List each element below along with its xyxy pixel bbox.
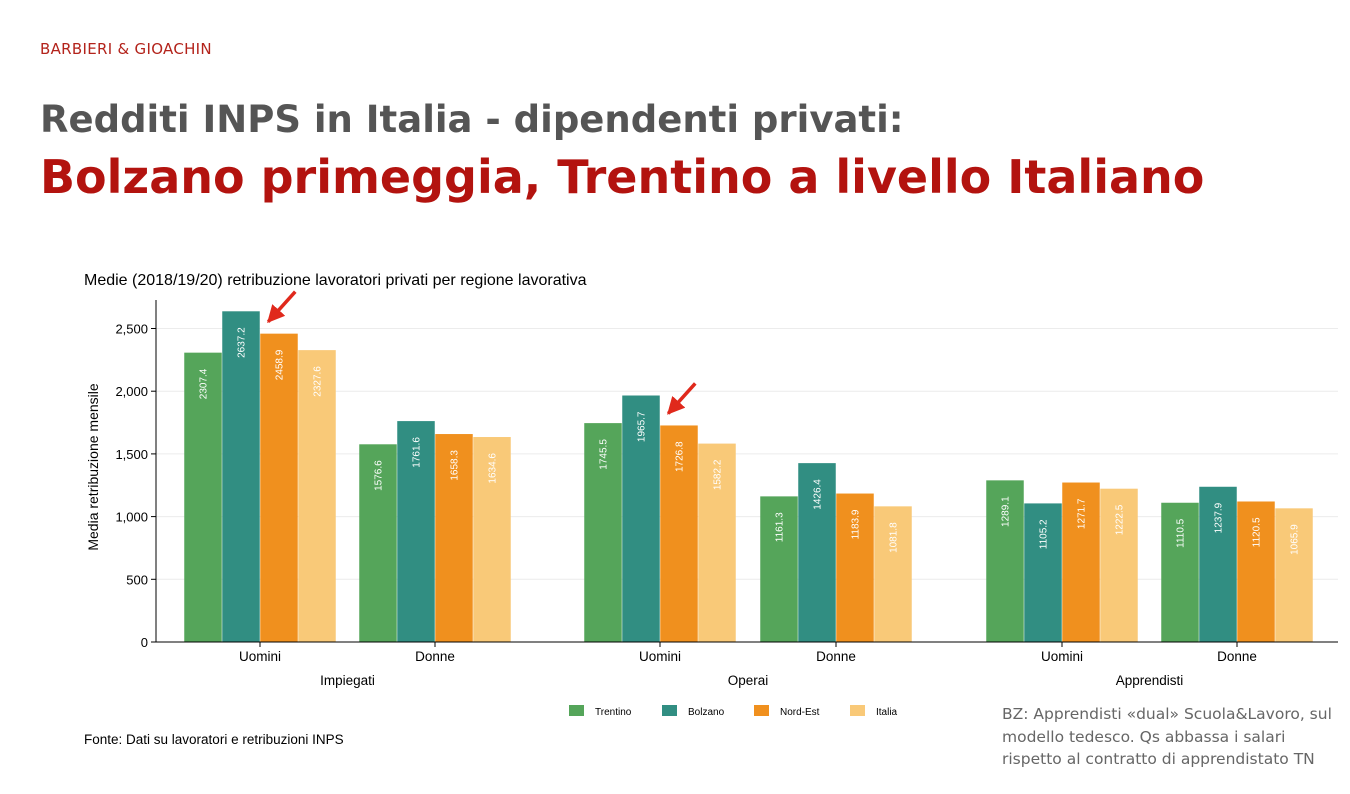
- bar-value-label: 1065.9: [1290, 524, 1301, 555]
- bar-value-label: 2327.6: [313, 366, 324, 397]
- bar-nord-est: [1062, 482, 1100, 642]
- x-tick-label: Donne: [816, 649, 856, 664]
- bar-value-label: 2458.9: [275, 349, 286, 380]
- y-axis-ticks: 0 500 1,000 1,500 2,000 2,500: [115, 300, 157, 650]
- bar-value-label: 2307.4: [199, 368, 210, 399]
- bar-bolzano: [798, 463, 836, 642]
- x-group-label: Apprendisti: [1116, 673, 1184, 688]
- bar-value-label: 1237.9: [1214, 502, 1225, 533]
- bar-trentino: [359, 444, 397, 642]
- legend-label: Trentino: [595, 707, 632, 718]
- legend-label: Nord-Est: [780, 707, 820, 718]
- bar-value-label: 1120.5: [1252, 517, 1263, 547]
- bar-value-label: 2637.2: [237, 327, 248, 358]
- y-tick-label: 2,500: [115, 322, 148, 337]
- legend-swatch: [662, 705, 677, 716]
- bars: [184, 311, 1313, 642]
- bar-trentino: [184, 352, 222, 642]
- side-note: BZ: Apprendisti «dual» Scuola&Lavoro, su…: [1002, 705, 1332, 768]
- y-tick-label: 1,500: [115, 447, 148, 462]
- bar-value-label: 1222.5: [1115, 504, 1126, 535]
- y-tick-label: 2,000: [115, 384, 148, 399]
- bar-italia: [298, 350, 336, 642]
- bar-value-label: 1582.2: [713, 459, 724, 490]
- x-tick-label: Donne: [415, 649, 455, 664]
- legend: Trentino Bolzano Nord-Est Italia: [569, 705, 898, 718]
- x-tick-label: Uomini: [639, 649, 681, 664]
- x-group-label: Operai: [728, 673, 769, 688]
- bar-value-label: 1289.1: [1001, 496, 1012, 527]
- gridlines: [156, 328, 1338, 580]
- bar-value-label: 1161.3: [775, 512, 786, 542]
- x-tick-label: Uomini: [1041, 649, 1083, 664]
- annotation-arrow: [266, 290, 297, 323]
- legend-swatch: [850, 705, 865, 716]
- bar-data-labels: 2307.4 1576.6 1745.5 1161.3 1289.1 1110.5 2637…: [199, 327, 1301, 555]
- y-tick-label: 0: [141, 635, 148, 650]
- bar-value-label: 1745.5: [599, 439, 610, 470]
- legend-swatch: [754, 705, 769, 716]
- bar-value-label: 1426.4: [813, 479, 824, 510]
- bar-trentino: [986, 480, 1024, 642]
- bar-value-label: 1965.7: [637, 411, 648, 442]
- bar-nord-est: [836, 493, 874, 642]
- brand-label: BARBIERI & GIOACHIN: [40, 40, 212, 58]
- bar-value-label: 1726.8: [675, 441, 686, 472]
- annotation-arrow: [666, 382, 697, 415]
- page-subtitle: Bolzano primeggia, Trentino a livello It…: [40, 150, 1205, 204]
- x-tick-label: Uomini: [239, 649, 281, 664]
- x-tick-label: Donne: [1217, 649, 1257, 664]
- legend-swatch: [569, 705, 584, 716]
- legend-label: Bolzano: [688, 707, 725, 718]
- y-tick-label: 1,000: [115, 510, 148, 525]
- bar-value-label: 1110.5: [1176, 518, 1187, 548]
- y-tick-label: 500: [126, 572, 148, 587]
- bar-nord-est: [1237, 501, 1275, 642]
- bar-value-label: 1081.8: [889, 522, 900, 553]
- bar-value-label: 1183.9: [851, 509, 862, 539]
- bar-trentino: [584, 423, 622, 642]
- y-axis-label: Media retribuzione mensile: [85, 383, 101, 551]
- bar-italia: [1100, 488, 1138, 642]
- bar-value-label: 1634.6: [488, 453, 499, 484]
- chart-title: Medie (2018/19/20) retribuzione lavorato…: [84, 272, 587, 289]
- bar-trentino: [1161, 502, 1199, 642]
- bar-bolzano: [222, 311, 260, 642]
- bar-italia: [1275, 508, 1313, 642]
- bar-bolzano: [1024, 503, 1062, 642]
- bar-italia: [698, 443, 736, 642]
- bar-nord-est: [260, 333, 298, 642]
- bar-nord-est: [660, 425, 698, 642]
- bar-value-label: 1105.2: [1039, 519, 1050, 549]
- legend-label: Italia: [876, 707, 898, 718]
- bar-value-label: 1658.3: [450, 450, 461, 481]
- bar-nord-est: [435, 434, 473, 642]
- bar-value-label: 1576.6: [374, 460, 385, 491]
- bar-value-label: 1271.7: [1077, 498, 1088, 529]
- bar-bolzano: [1199, 486, 1237, 642]
- x-axis: Uomini Donne Impiegati Uomini Donne Operai Uom…: [156, 641, 1338, 688]
- page-title: Redditi INPS in Italia - dipendenti priv…: [40, 98, 904, 141]
- bar-bolzano: [622, 395, 660, 642]
- source-note: Fonte: Dati su lavoratori e retribuzioni…: [84, 732, 344, 747]
- bar-trentino: [760, 496, 798, 642]
- x-group-label: Impiegati: [320, 673, 375, 688]
- annotation-arrows: [266, 290, 697, 415]
- bar-italia: [874, 506, 912, 642]
- bar-bolzano: [397, 421, 435, 642]
- bar-italia: [473, 437, 511, 642]
- bar-value-label: 1761.6: [412, 437, 423, 468]
